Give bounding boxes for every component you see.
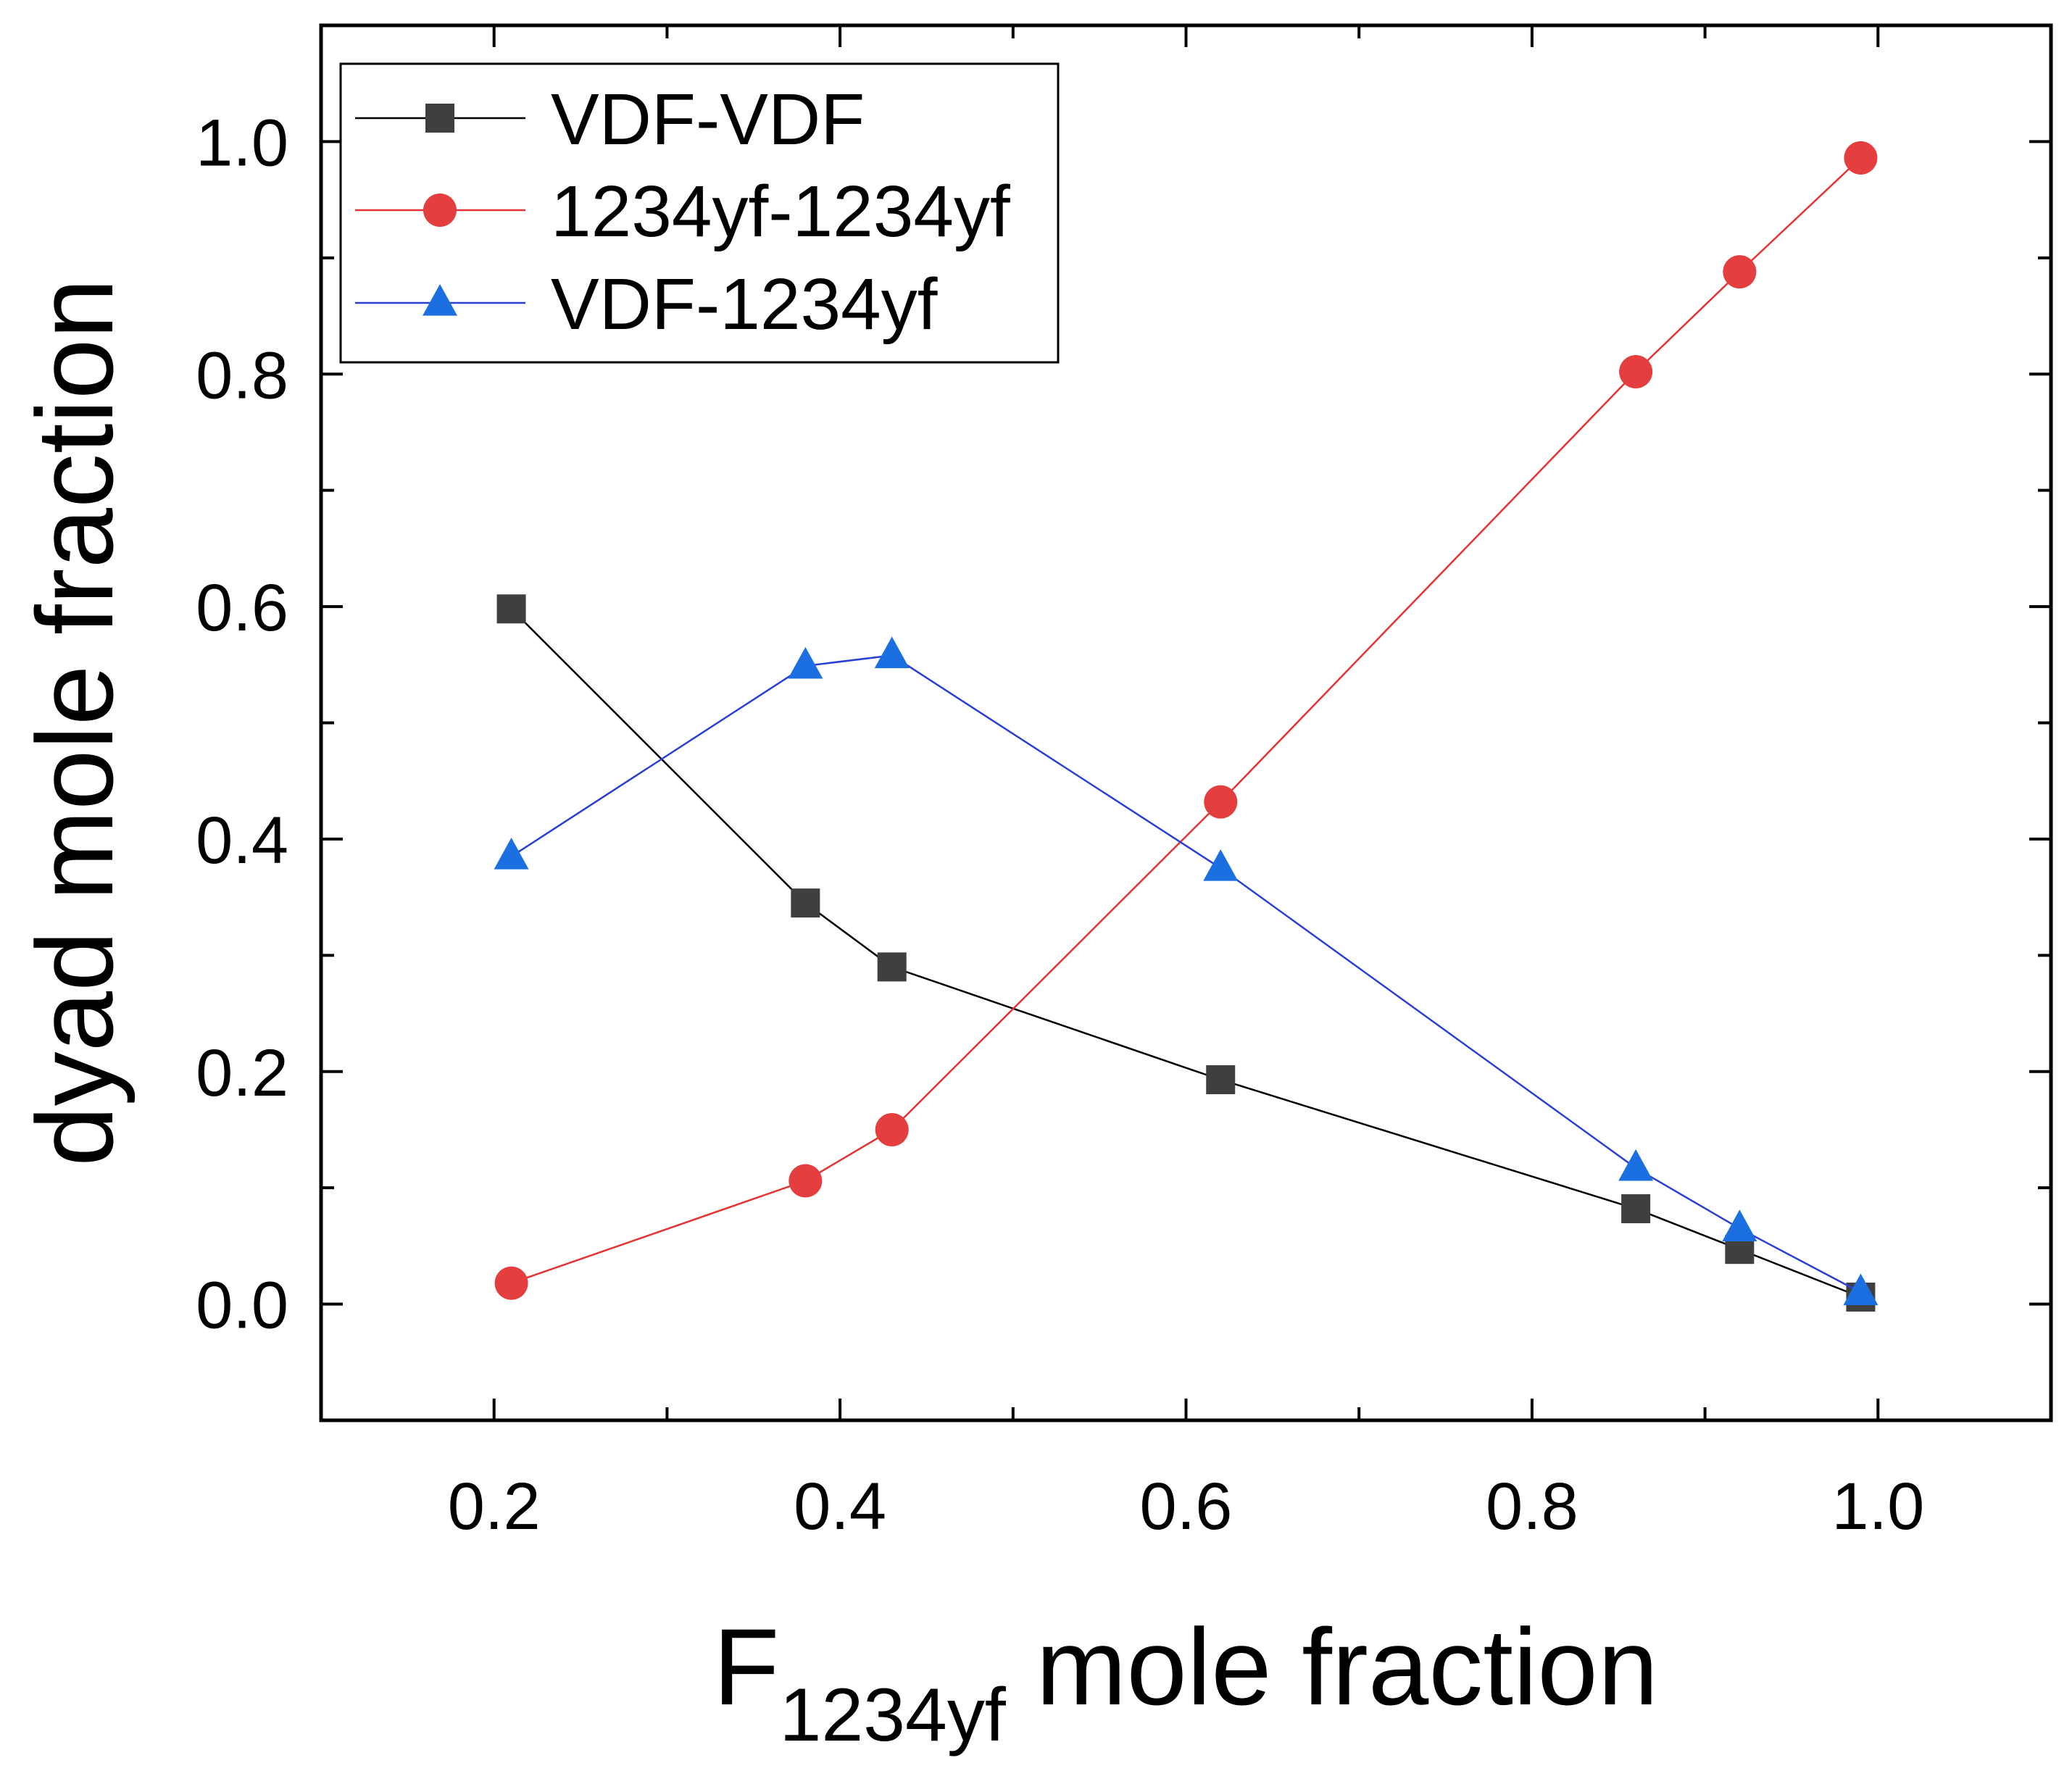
data-point xyxy=(877,952,907,982)
legend-marker xyxy=(423,193,457,227)
legend-label: 1234yf-1234yf xyxy=(551,171,1010,252)
legend-label: VDF-VDF xyxy=(551,79,865,160)
x-axis-title-main: F xyxy=(713,1606,780,1728)
x-tick-label: 0.2 xyxy=(448,1470,541,1543)
series-line xyxy=(510,654,1862,1293)
data-point xyxy=(788,646,823,679)
legend-box xyxy=(339,62,1060,364)
legend-entries: VDF-VDF 1234yf-1234yf VDF-1234yf xyxy=(355,79,1010,345)
data-point xyxy=(494,1266,528,1300)
y-tick-label: 0.0 xyxy=(196,1269,288,1343)
legend-marker xyxy=(423,283,457,316)
data-point xyxy=(875,1112,909,1146)
x-axis-title: F1234yf mole fraction xyxy=(713,1606,1658,1757)
series-vdf-1234yf xyxy=(494,636,1878,1306)
data-point xyxy=(789,1164,823,1198)
x-tick-label: 0.8 xyxy=(1486,1470,1578,1543)
series-layer xyxy=(494,141,1878,1312)
data-point xyxy=(1206,1065,1236,1094)
data-point xyxy=(1843,1273,1878,1306)
x-tick-label: 0.6 xyxy=(1140,1470,1233,1543)
x-tick-labels: 0.2 0.4 0.6 0.8 1.0 xyxy=(448,1470,1925,1543)
data-point xyxy=(874,636,910,669)
series-line xyxy=(510,608,1861,1299)
data-point xyxy=(791,888,820,918)
data-point xyxy=(494,837,529,870)
y-tick-label: 1.0 xyxy=(196,106,288,180)
x-axis-title-subscript: 1234yf xyxy=(780,1673,1007,1757)
data-point xyxy=(1844,141,1878,175)
axis-ticks xyxy=(320,24,2052,1422)
legend-marker xyxy=(425,104,454,133)
data-point xyxy=(496,594,526,624)
y-tick-label: 0.4 xyxy=(196,804,288,878)
data-point xyxy=(1621,1194,1651,1224)
x-tick-label: 0.4 xyxy=(794,1470,886,1543)
legend-label: VDF-1234yf xyxy=(551,264,938,345)
data-point xyxy=(1722,1209,1757,1241)
x-tick-label: 1.0 xyxy=(1831,1470,1924,1543)
series-1234yf-1234yf xyxy=(494,141,1878,1300)
data-point xyxy=(1204,785,1238,819)
data-point xyxy=(1618,1149,1654,1181)
y-tick-label: 0.6 xyxy=(196,571,288,645)
data-point xyxy=(1619,355,1653,389)
x-axis-title-suffix: mole fraction xyxy=(1006,1606,1658,1728)
y-tick-labels: 0.0 0.2 0.4 0.6 0.8 1.0 xyxy=(196,106,288,1342)
y-axis-title: dyad mole fraction xyxy=(14,278,136,1167)
series-vdf-vdf xyxy=(496,594,1876,1312)
data-point xyxy=(1723,255,1757,289)
legend: VDF-VDF 1234yf-1234yf VDF-1234yf xyxy=(339,62,1060,364)
y-tick-label: 0.2 xyxy=(196,1036,288,1110)
data-point xyxy=(1203,849,1239,881)
y-tick-label: 0.8 xyxy=(196,338,288,412)
